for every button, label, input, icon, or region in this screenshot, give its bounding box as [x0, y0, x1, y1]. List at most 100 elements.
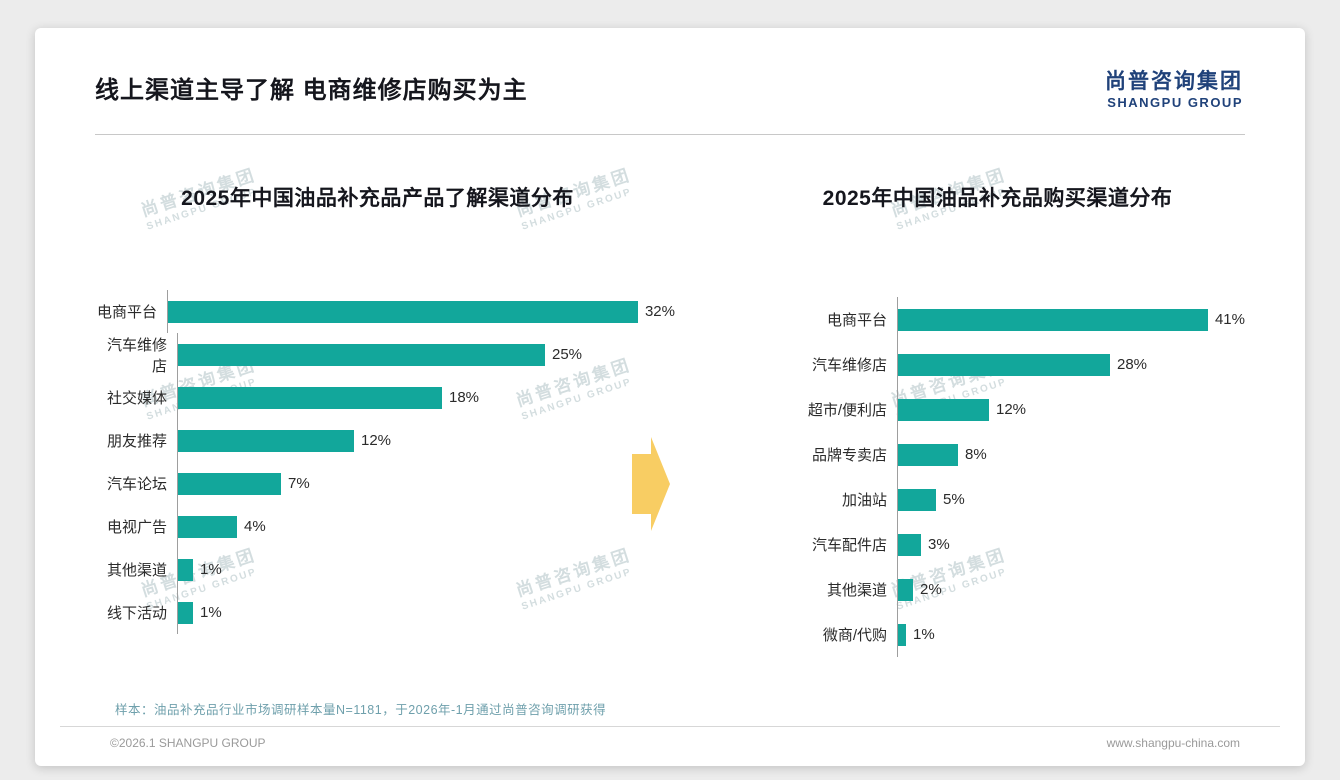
bar-row: 汽车维修店 25%	[95, 333, 675, 377]
bar	[178, 601, 193, 624]
bar-row: 超市/便利店 12%	[805, 387, 1245, 433]
bar-track: 1%	[177, 591, 675, 635]
bar-row: 微商/代购 1%	[805, 612, 1245, 658]
category-label: 电视广告	[106, 519, 167, 537]
bar	[897, 308, 1208, 331]
bar	[167, 300, 638, 323]
value-label: 12%	[996, 401, 1027, 419]
bar-track: 7%	[177, 462, 675, 506]
bar-track: 12%	[897, 387, 1245, 433]
bar	[898, 398, 989, 421]
category-label: 汽车论坛	[106, 476, 167, 494]
bar	[178, 558, 193, 581]
category-label: 汽车维修店	[106, 336, 167, 375]
category-label: 超市/便利店	[807, 402, 887, 420]
header-divider	[95, 134, 1245, 136]
bar-row: 汽车维修店 28%	[805, 342, 1245, 388]
copyright-text: ©2026.1 SHANGPU GROUP	[110, 736, 266, 751]
bar-track: 1%	[897, 612, 1245, 658]
bar	[178, 343, 545, 366]
bar	[178, 472, 281, 495]
bar	[898, 623, 906, 646]
category-label: 品牌专卖店	[811, 447, 887, 465]
value-label: 12%	[361, 432, 392, 450]
bar-row: 线下活动 1%	[95, 591, 675, 635]
bar	[898, 533, 921, 556]
bar-row: 其他渠道 1%	[95, 548, 675, 592]
logo-en-text: SHANGPU GROUP	[1107, 95, 1243, 111]
value-label: 4%	[244, 518, 266, 536]
value-label: 5%	[943, 491, 965, 509]
bar-row: 朋友推荐 12%	[95, 419, 675, 463]
value-label: 41%	[1214, 311, 1245, 329]
category-label: 汽车配件店	[811, 537, 887, 555]
value-label: 28%	[1117, 356, 1148, 374]
bar-rows: 电商平台 41% 汽车维修店 28% 超市/便利店 12% 品牌专卖店 8% 加油站 5% 汽车配件…	[805, 297, 1245, 658]
category-label: 朋友推荐	[106, 433, 167, 451]
value-label: 1%	[913, 626, 935, 644]
bar	[178, 386, 442, 409]
purchase-channel-chart: 2025年中国油品补充品购买渠道分布 电商平台 41% 汽车维修店 28% 超市/便利店…	[805, 182, 1245, 658]
header: 线上渠道主导了解 电商维修店购买为主 尚普咨询集团 SHANGPU GROUP	[35, 28, 1305, 110]
value-label: 8%	[965, 446, 987, 464]
bar-track: 25%	[177, 333, 675, 377]
footer-divider	[60, 726, 1280, 728]
bar-track: 4%	[177, 505, 675, 549]
category-label: 电商平台	[96, 304, 157, 322]
bar-row: 汽车配件店 3%	[805, 522, 1245, 568]
value-label: 25%	[552, 346, 583, 364]
right-arrow-icon	[632, 437, 670, 532]
bar-track: 18%	[177, 376, 675, 420]
bar	[178, 515, 237, 538]
company-logo: 尚普咨询集团 SHANGPU GROUP	[1105, 70, 1243, 110]
charts-area: 2025年中国油品补充品产品了解渠道分布 电商平台 32% 汽车维修店 25% 社交媒体…	[35, 135, 1305, 675]
bar-row: 电商平台 41%	[805, 297, 1245, 343]
bar-row: 品牌专卖店 8%	[805, 432, 1245, 478]
bar	[898, 578, 913, 601]
category-label: 线下活动	[106, 605, 167, 623]
awareness-channel-chart: 2025年中国油品补充品产品了解渠道分布 电商平台 32% 汽车维修店 25% 社交媒体…	[95, 182, 675, 635]
category-label: 其他渠道	[826, 582, 887, 600]
category-label: 其他渠道	[106, 562, 167, 580]
footer: ©2026.1 SHANGPU GROUP www.shangpu-china.…	[35, 727, 1305, 750]
category-label: 社交媒体	[106, 390, 167, 408]
sample-note: 样本：油品补充品行业市场调研样本量N=1181，于2026年-1月通过尚普咨询调…	[115, 703, 607, 718]
bar-track: 28%	[897, 342, 1245, 388]
bar	[898, 488, 936, 511]
bar-row: 加油站 5%	[805, 477, 1245, 523]
category-label: 汽车维修店	[811, 357, 887, 375]
bar-row: 汽车论坛 7%	[95, 462, 675, 506]
bar-row: 电商平台 32%	[95, 290, 675, 334]
category-label: 电商平台	[826, 312, 887, 330]
value-label: 1%	[200, 561, 222, 579]
bar-row: 其他渠道 2%	[805, 567, 1245, 613]
website-text: www.shangpu-china.com	[1106, 736, 1240, 751]
slide-card: 尚普咨询集团 SHANGPU GROUP 尚普咨询集团 SHANGPU GROUP 尚普…	[35, 28, 1305, 766]
logo-cn-text: 尚普咨询集团	[1105, 70, 1243, 93]
bar-track: 1%	[177, 548, 675, 592]
bar-track: 2%	[897, 567, 1245, 613]
bar-track: 5%	[897, 477, 1245, 523]
bar-track: 3%	[897, 522, 1245, 568]
bar	[178, 429, 354, 452]
slide-content: 线上渠道主导了解 电商维修店购买为主 尚普咨询集团 SHANGPU GROUP …	[35, 28, 1305, 766]
bar	[898, 443, 958, 466]
bar-track: 32%	[166, 290, 675, 334]
bar-row: 社交媒体 18%	[95, 376, 675, 420]
value-label: 7%	[288, 475, 310, 493]
value-label: 1%	[200, 604, 222, 622]
value-label: 2%	[920, 581, 942, 599]
value-label: 3%	[928, 536, 950, 554]
category-label: 加油站	[841, 492, 887, 510]
category-label: 微商/代购	[822, 627, 887, 645]
bar-track: 41%	[896, 297, 1245, 343]
value-label: 18%	[449, 389, 480, 407]
bar-rows: 电商平台 32% 汽车维修店 25% 社交媒体 18% 朋友推荐 12% 汽车论坛 7% 电视广告 4…	[95, 290, 675, 635]
bar	[898, 353, 1110, 376]
bar-track: 8%	[897, 432, 1245, 478]
chart-title-purchase: 2025年中国油品补充品购买渠道分布	[822, 187, 1173, 211]
value-label: 32%	[644, 303, 675, 321]
bar-track: 12%	[177, 419, 675, 463]
chart-title-awareness: 2025年中国油品补充品产品了解渠道分布	[181, 187, 574, 211]
page-title: 线上渠道主导了解 电商维修店购买为主	[95, 77, 528, 104]
